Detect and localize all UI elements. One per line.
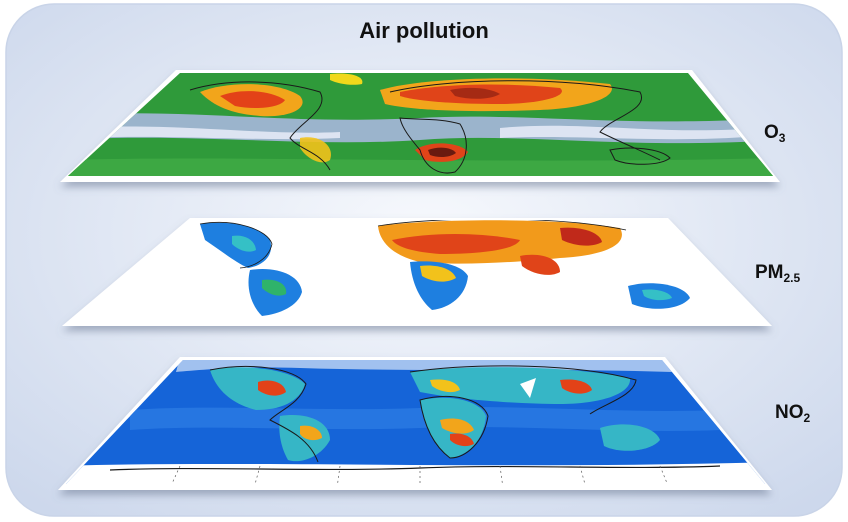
label-pm25: PM2.5 [755, 262, 800, 285]
pm25-map-layer [62, 218, 772, 326]
label-pm25-sub: 2.5 [783, 271, 801, 285]
o3-map-layer [60, 70, 780, 182]
label-pm25-main: PM [755, 262, 784, 283]
label-no2-main: NO [775, 402, 804, 423]
label-o3-main: O [764, 122, 779, 143]
no2-map-layer [58, 357, 772, 490]
diagram-title: Air pollution [359, 18, 489, 43]
label-o3: O3 [764, 122, 785, 145]
label-no2: NO2 [775, 402, 810, 425]
label-o3-sub: 3 [778, 131, 786, 145]
label-no2-sub: 2 [803, 411, 811, 425]
